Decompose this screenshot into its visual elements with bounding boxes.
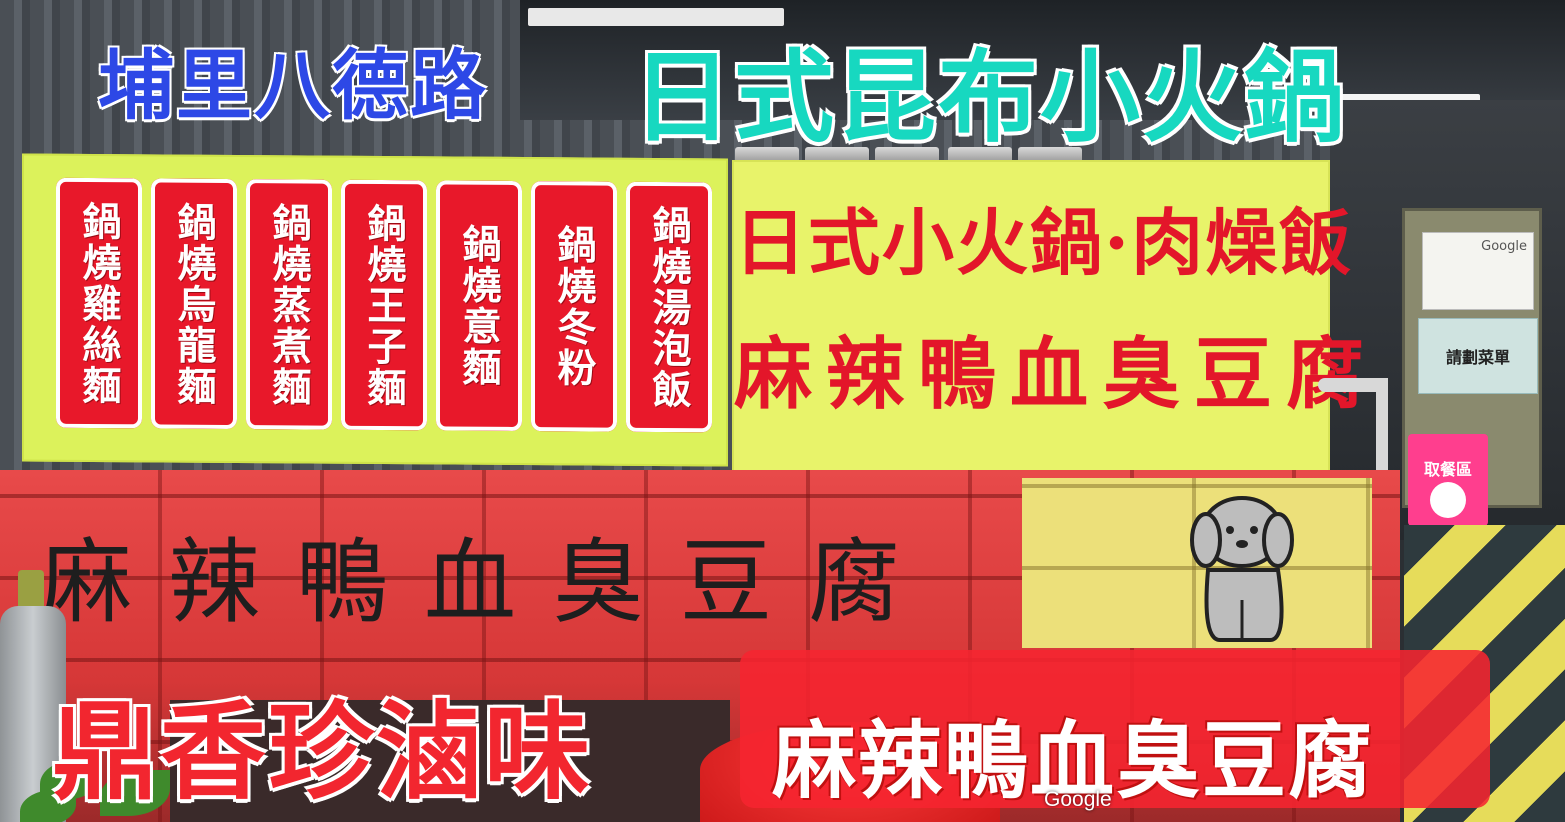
panda-face-icon: [1430, 482, 1466, 518]
wall-painted-text: 麻辣鴨血臭豆腐: [40, 529, 937, 636]
google-review-card: Google: [1422, 232, 1534, 310]
menu-banner-text: 鍋燒蒸煮麵: [266, 201, 312, 408]
pipe: [1318, 378, 1388, 392]
menu-banner-text: 鍋燒雞絲麵: [76, 200, 122, 406]
google-card-label: Google: [1481, 239, 1527, 254]
menu-order-card: 請劃菜單: [1418, 318, 1538, 394]
ceiling-light: [528, 8, 784, 26]
yellow-bricks: [1022, 478, 1372, 648]
menu-sign-left: 鍋燒雞絲麵 鍋燒烏龍麵 鍋燒蒸煮麵 鍋燒王子麵 鍋燒意麵 鍋燒冬粉 鍋燒湯泡飯: [22, 153, 728, 467]
sign-line-2: 麻辣鴨血臭豆腐: [734, 329, 1379, 420]
gas-valve: [18, 570, 44, 610]
menu-banner: 鍋燒烏龍麵: [151, 178, 237, 430]
tofu-caption: 麻辣鴨血臭豆腐: [772, 712, 1375, 810]
menu-banner: 鍋燒意麵: [436, 180, 522, 432]
foodpanda-pickup-card: 取餐區: [1408, 434, 1488, 526]
ceiling-light: [1300, 94, 1480, 104]
plant-leaf: [20, 790, 76, 822]
menu-banner: 鍋燒冬粉: [531, 181, 617, 432]
shop-name-caption: 鼎香珍滷味: [52, 691, 592, 814]
sign-line-1: 日式小火鍋·肉燥飯: [734, 200, 1354, 285]
menu-sign-right: 日式小火鍋·肉燥飯 麻辣鴨血臭豆腐: [732, 160, 1379, 474]
menu-banner-text: 鍋燒冬粉: [551, 224, 597, 389]
caption-background: [740, 650, 1490, 808]
dark-bricks: [170, 700, 730, 822]
menu-banner-text: 鍋燒王子麵: [361, 202, 407, 408]
menu-banner-text: 鍋燒湯泡飯: [646, 204, 692, 410]
pickup-label: 取餐區: [1423, 460, 1472, 479]
dog-drawing-icon: [1190, 496, 1294, 642]
menu-banner-text: 鍋燒烏龍麵: [171, 201, 217, 407]
location-caption: 埔里八德路: [98, 41, 488, 130]
menu-banner: 鍋燒王子麵: [341, 179, 427, 431]
menu-banner: 鍋燒雞絲麵: [56, 177, 142, 429]
hotpot-caption: 日式昆布小火鍋: [632, 39, 1346, 156]
menu-banner: 鍋燒湯泡飯: [626, 181, 712, 433]
menu-banner-text: 鍋燒意麵: [456, 223, 502, 388]
menu-banner: 鍋燒蒸煮麵: [246, 179, 332, 430]
google-watermark: Google: [1044, 788, 1112, 811]
